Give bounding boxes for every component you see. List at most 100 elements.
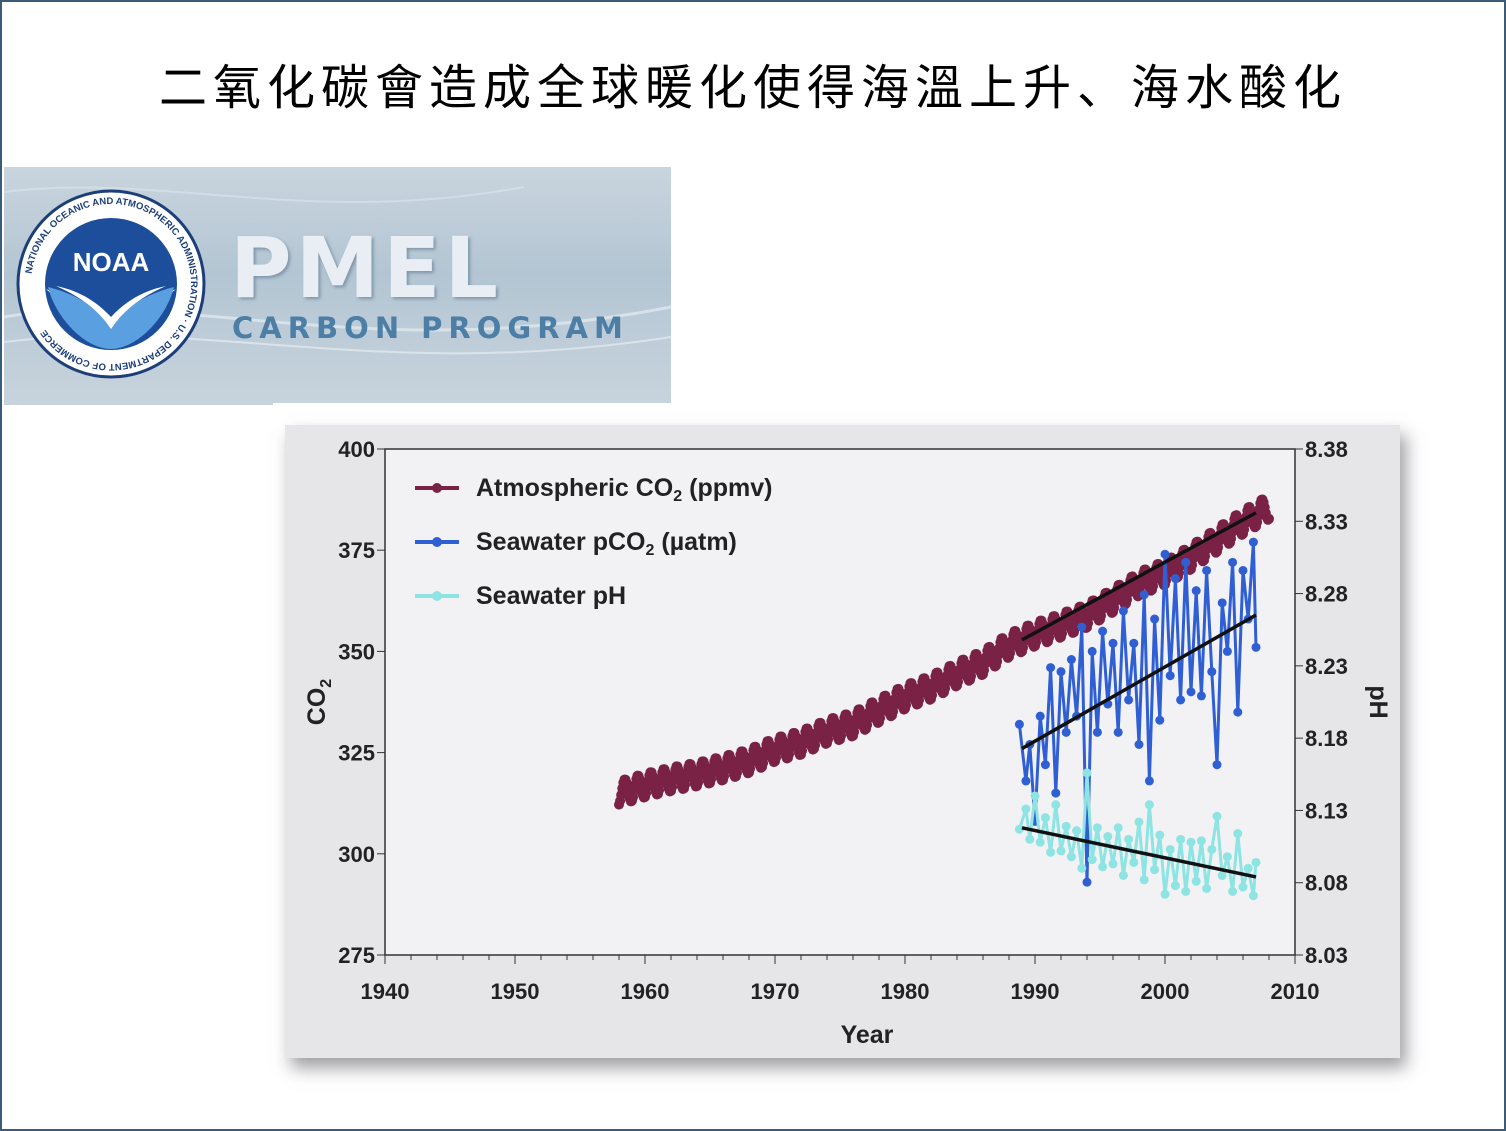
seawater-ph-point — [1072, 826, 1082, 836]
seawater-ph-point — [1238, 882, 1248, 892]
seawater-ph-point — [1176, 834, 1186, 844]
seawater-ph-point — [1251, 857, 1261, 867]
seawater-pco2-point — [1098, 626, 1108, 636]
seawater-pco2-point — [1056, 667, 1066, 677]
seawater-ph-point — [1139, 875, 1149, 885]
seawater-ph-point — [1150, 865, 1160, 875]
seawater-pco2-point — [1170, 574, 1180, 584]
seawater-pco2-point — [1181, 557, 1191, 567]
seawater-pco2-point — [1082, 877, 1092, 887]
y-tick-label: 300 — [338, 842, 375, 867]
y2-tick-label: 8.13 — [1305, 798, 1348, 823]
y-tick-label: 325 — [338, 741, 375, 766]
seawater-pco2-point — [1040, 760, 1050, 770]
legend-swatch-marker — [432, 483, 442, 493]
seawater-pco2-point — [1077, 622, 1087, 632]
seawater-pco2-point — [1228, 557, 1238, 567]
seawater-ph-point — [1040, 813, 1050, 823]
noaa-logo: NOAA NATIONAL OCEANIC AND ATMOSPHERIC AD… — [16, 189, 206, 379]
y2-tick-label: 8.18 — [1305, 726, 1348, 751]
seawater-ph-point — [1056, 846, 1066, 856]
seawater-pco2-point — [1248, 537, 1258, 547]
x-tick-label: 1960 — [621, 979, 670, 1004]
seawater-ph-point — [1196, 836, 1206, 846]
seawater-pco2-point — [1238, 565, 1248, 575]
seawater-pco2-point — [1186, 687, 1196, 697]
seawater-ph-point — [1087, 855, 1097, 865]
chart-card: 1940 1950 1960 1970 1980 1990 2000 2010 275 300 3… — [285, 425, 1400, 1058]
seawater-pco2-point — [1035, 711, 1045, 721]
seawater-pco2-point — [1196, 691, 1206, 701]
seawater-pco2-point — [1092, 727, 1102, 737]
y-tick-label: 400 — [338, 437, 375, 462]
seawater-ph-point — [1113, 823, 1123, 833]
y-axis-label: CO2 — [303, 679, 335, 726]
slide-title: 二氧化碳會造成全球暖化使得海溫上升、海水酸化 — [158, 60, 1347, 116]
seawater-ph-point — [1108, 859, 1118, 869]
seawater-pco2-point — [1191, 586, 1201, 596]
legend-label: Seawater pCO2 (µatm) — [476, 528, 737, 559]
seawater-ph-point — [1217, 870, 1227, 880]
seawater-ph-point — [1066, 852, 1076, 862]
seawater-pco2-point — [1233, 707, 1243, 717]
x-tick-label: 1940 — [361, 979, 410, 1004]
seawater-ph-point — [1160, 889, 1170, 899]
seawater-ph-point — [1030, 791, 1040, 801]
seawater-pco2-point — [1061, 727, 1071, 737]
carbon-program-subtitle: CARBON PROGRAM — [232, 311, 629, 345]
seawater-pco2-point — [1108, 638, 1118, 648]
x-tick-label: 1990 — [1011, 979, 1060, 1004]
legend-swatch-marker — [432, 591, 442, 601]
seawater-ph-point — [1103, 831, 1113, 841]
seawater-ph-point — [1202, 883, 1212, 893]
seawater-pco2-point — [1051, 788, 1061, 798]
x-tick-label: 1980 — [881, 979, 930, 1004]
y2-tick-label: 8.28 — [1305, 582, 1348, 607]
co2-ph-chart: 1940 1950 1960 1970 1980 1990 2000 2010 275 300 3… — [303, 437, 1392, 1049]
seawater-pco2-point — [1165, 671, 1175, 681]
seawater-ph-point — [1051, 800, 1061, 810]
seawater-pco2-point — [1118, 606, 1128, 616]
seawater-pco2-point — [1212, 760, 1222, 770]
seawater-pco2-point — [1144, 776, 1154, 786]
seawater-pco2-point — [1134, 740, 1144, 750]
seawater-ph-point — [1061, 821, 1071, 831]
seawater-pco2-point — [1155, 715, 1165, 725]
seawater-ph-point — [1243, 863, 1253, 873]
seawater-ph-point — [1228, 886, 1238, 896]
seawater-ph-point — [1233, 829, 1243, 839]
seawater-ph-point — [1186, 837, 1196, 847]
atmospheric-co2-point — [1264, 513, 1274, 524]
seawater-ph-point — [1035, 837, 1045, 847]
chart-container: 1940 1950 1960 1970 1980 1990 2000 2010 275 300 3… — [273, 403, 1421, 1087]
seawater-ph-point — [1025, 834, 1035, 844]
y-axis-label-main: CO — [303, 688, 331, 726]
seawater-pco2-point — [1014, 719, 1024, 729]
seawater-ph-point — [1144, 800, 1154, 810]
pmel-banner: NOAA NATIONAL OCEANIC AND ATMOSPHERIC AD… — [4, 167, 671, 405]
seawater-pco2-point — [1207, 667, 1217, 677]
seawater-pco2-point — [1176, 695, 1186, 705]
seawater-pco2-point — [1202, 565, 1212, 575]
seawater-pco2-point — [1222, 646, 1232, 656]
y2-tick-label: 8.03 — [1305, 943, 1348, 968]
y2-tick-label: 8.33 — [1305, 509, 1348, 534]
seawater-ph-point — [1046, 847, 1056, 857]
x-tick-label: 1950 — [491, 979, 540, 1004]
y-tick-label: 275 — [338, 943, 375, 968]
seawater-ph-point — [1092, 823, 1102, 833]
seawater-pco2-point — [1217, 598, 1227, 608]
seawater-ph-point — [1248, 891, 1258, 901]
seawater-ph-point — [1014, 824, 1024, 834]
seawater-ph-point — [1118, 870, 1128, 880]
x-axis-label: Year — [841, 1021, 894, 1049]
seawater-pco2-point — [1124, 695, 1134, 705]
y-axis-label-sub: 2 — [318, 679, 335, 688]
y-tick-label: 350 — [338, 639, 375, 664]
seawater-ph-point — [1222, 852, 1232, 862]
y2-tick-label: 8.08 — [1305, 871, 1348, 896]
seawater-ph-point — [1124, 834, 1134, 844]
x-tick-label: 1970 — [751, 979, 800, 1004]
pmel-title: PMEL — [230, 219, 503, 317]
